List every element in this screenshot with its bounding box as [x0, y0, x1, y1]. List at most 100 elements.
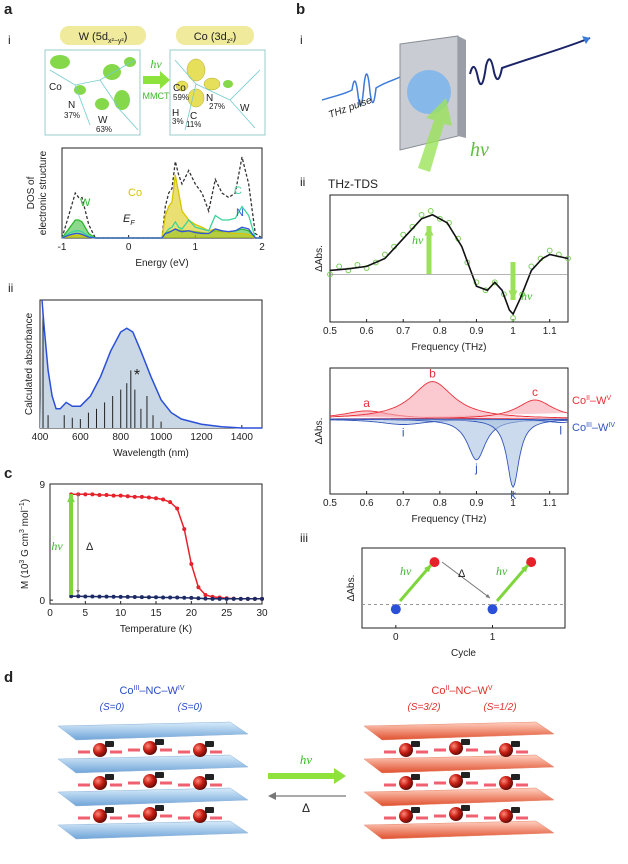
marker	[132, 595, 137, 600]
marker	[175, 506, 180, 511]
text-part: W (5d	[79, 31, 108, 43]
point	[400, 231, 407, 238]
atom-label: 27%	[209, 102, 225, 111]
x-tick-label: 0.8	[433, 326, 447, 337]
orbital-title: W (5dx²−y²)	[79, 31, 128, 45]
x-tick-label: 0	[126, 242, 132, 253]
text-part: V	[606, 395, 611, 402]
atom-label: 3%	[172, 117, 184, 126]
point	[491, 279, 498, 286]
text-part: )	[20, 499, 31, 502]
y-tick-label: 0	[39, 596, 45, 607]
y-axis-label: M (103 G cm3 mol−1)	[19, 499, 31, 589]
text-part: II	[445, 685, 449, 692]
line	[71, 595, 262, 600]
x-tick-label: 1	[510, 498, 516, 509]
spin-label: (S=3/2)	[407, 702, 440, 713]
y-axis-label: ΔAbs.	[346, 575, 357, 602]
x-tick-label: 600	[72, 432, 89, 443]
text-part: 3	[19, 529, 26, 533]
point	[372, 259, 379, 266]
arrow-head	[582, 36, 590, 44]
marker	[168, 595, 173, 600]
point	[429, 557, 440, 568]
text-part: mol	[20, 510, 31, 529]
annotation: hν	[521, 289, 533, 303]
marker	[90, 492, 95, 497]
atom-label: N	[206, 93, 213, 104]
marker	[182, 595, 187, 600]
sample-spot	[407, 70, 451, 114]
plot-frame	[61, 147, 263, 239]
marker	[146, 595, 151, 600]
arrow-label: hν	[150, 57, 162, 71]
annotation: EF	[123, 213, 135, 227]
panel-label: a	[4, 1, 13, 18]
orbital-lobes	[175, 58, 221, 108]
spin-label: (S=0)	[178, 702, 203, 713]
marker	[161, 497, 166, 502]
series-label: CoII–WV	[572, 395, 611, 407]
x-tick-label: 10	[115, 608, 127, 619]
x-tick-label: 1	[490, 632, 496, 643]
dos-curve	[61, 205, 262, 239]
text-part: −1	[19, 502, 26, 510]
marker	[182, 527, 187, 532]
text-part: III	[134, 685, 140, 692]
x-tick-label: 0.7	[396, 326, 410, 337]
x-tick-label: 1	[510, 326, 516, 337]
x-axis-label: Temperature (K)	[120, 624, 192, 635]
point	[390, 604, 401, 615]
peak	[330, 418, 568, 489]
light-label: hν	[470, 139, 489, 161]
atom-label: 63%	[96, 125, 112, 134]
marker	[224, 596, 229, 601]
marker	[189, 562, 194, 566]
atom-label: 11%	[186, 120, 201, 129]
formula: CoIII–NC–WIV	[119, 685, 184, 697]
y-axis-label: Calculated absorbance	[24, 312, 35, 415]
plot-frame	[361, 547, 566, 629]
annotation: hν	[496, 564, 508, 578]
annotation-arrow	[441, 561, 491, 599]
text-part: 3	[19, 560, 26, 564]
spin-label: (S=0)	[100, 702, 125, 713]
arrow-head	[508, 290, 518, 300]
arrow-head	[76, 589, 80, 594]
text-part: x²−y²	[108, 38, 124, 45]
text-part: II	[586, 395, 590, 402]
text-part: III	[586, 422, 592, 429]
arrow-head	[424, 565, 431, 573]
pulse-label: THz pulse	[327, 95, 373, 121]
x-tick-label: 1	[193, 242, 199, 253]
x-tick-label: 0	[393, 632, 399, 643]
x-tick-label: 0.5	[323, 498, 337, 509]
text-part: Co	[119, 685, 133, 697]
marker	[104, 492, 109, 497]
text-part: E	[123, 213, 131, 225]
point	[436, 215, 443, 222]
text-part: F	[130, 220, 135, 227]
x-tick-label: 25	[221, 608, 233, 619]
dos-curve	[61, 156, 263, 239]
marker	[132, 494, 137, 499]
marker	[111, 594, 116, 599]
annotation: hν	[400, 564, 412, 578]
series-label: Co	[128, 187, 142, 199]
thz-wave-out	[469, 37, 591, 86]
marker	[146, 495, 151, 500]
text-part: –NC–W	[139, 685, 178, 697]
point	[336, 263, 343, 270]
marker	[69, 594, 74, 599]
annotation-arrow	[495, 564, 530, 602]
annotation: hν	[412, 233, 424, 247]
x-axis-label: Wavelength (nm)	[113, 448, 189, 459]
y-axis-label: DOS of	[26, 176, 37, 209]
marker	[111, 493, 116, 498]
spin-label: (S=1/2)	[483, 702, 516, 713]
text-part: Co	[572, 422, 586, 434]
marker	[97, 492, 102, 497]
structure-right	[363, 721, 555, 840]
text-part: M (10	[20, 563, 31, 589]
sub-label: i	[300, 33, 303, 47]
